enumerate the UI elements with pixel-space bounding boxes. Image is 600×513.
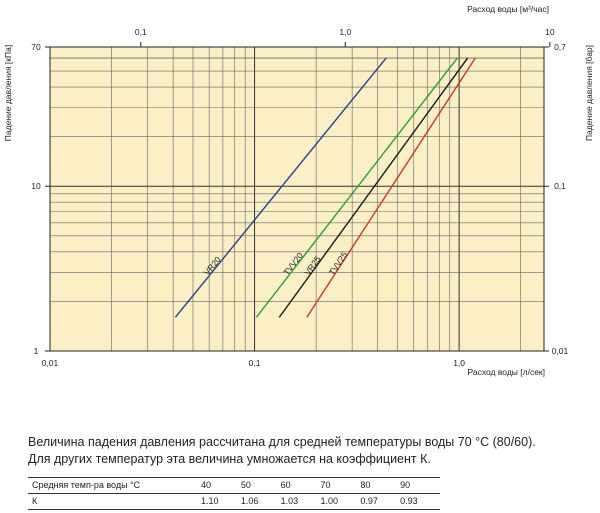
k-row: К 1.10 1.06 1.03 1.00 0.97 0.93	[28, 493, 440, 510]
series-line-tvv20	[255, 57, 458, 318]
k-cell: 0.93	[400, 493, 440, 510]
series-line-tvv25	[306, 57, 476, 318]
k-cell: 0.97	[360, 493, 401, 510]
plot-background	[50, 47, 544, 351]
temp-cell: 90	[400, 477, 440, 494]
k-cell: 1.06	[240, 493, 281, 510]
note-line-1: Величина падения давления рассчитана для…	[28, 435, 536, 449]
k-cell: 1.10	[201, 493, 241, 510]
x-top-tick-label: 10	[545, 27, 555, 37]
y-right-tick-label: 0,1	[554, 181, 566, 191]
temp-cell: 40	[201, 477, 241, 494]
y-right-tick-label: 0,7	[554, 42, 566, 52]
y-right-tick-label: 0,01	[552, 346, 569, 356]
x-top-tick-label: 1,0	[339, 27, 351, 37]
x-bottom-tick-label: 0,1	[249, 358, 261, 368]
x-top-tick-label: 0,1	[135, 27, 147, 37]
temperature-row-label: Средняя темп-ра воды °С	[28, 477, 201, 494]
x-bottom-tick-label: 0,01	[42, 358, 59, 368]
k-cell: 1.00	[320, 493, 361, 510]
temp-cell: 50	[240, 477, 281, 494]
tick-labels: 0,01 0,1 1,0 0,1 1,0 10 1 10 70 0,01 0,1 0,7	[31, 27, 568, 368]
y-right-axis-label: Падение давления [бар]	[584, 45, 594, 141]
k-row-label: К	[28, 493, 201, 510]
plot-frame	[49, 46, 545, 352]
temp-cell: 60	[280, 477, 321, 494]
k-factor-table: Средняя темп-ра воды °С 40 50 60 70 80 9…	[28, 477, 440, 510]
temperature-row: Средняя темп-ра воды °С 40 50 60 70 80 9…	[28, 477, 440, 494]
y-left-tick-label: 1	[34, 346, 39, 356]
k-cell: 1.03	[280, 493, 321, 510]
series-line-vr20	[174, 57, 387, 318]
y-left-axis-label: Падение давления [кПа]	[3, 45, 13, 141]
series-line-vr25	[278, 57, 469, 318]
y-left-tick-label: 70	[31, 42, 41, 52]
y-left-tick-label: 10	[31, 181, 41, 191]
x-bottom-tick-label: 1,0	[453, 358, 465, 368]
x-top-axis-label: Расход воды [м³/час]	[467, 4, 549, 14]
note-line-2: Для других температур эта величина умнож…	[28, 452, 431, 466]
temp-cell: 70	[320, 477, 361, 494]
x-bottom-axis-label: Расход воды [л/сек]	[467, 367, 545, 377]
temp-cell: 80	[360, 477, 401, 494]
